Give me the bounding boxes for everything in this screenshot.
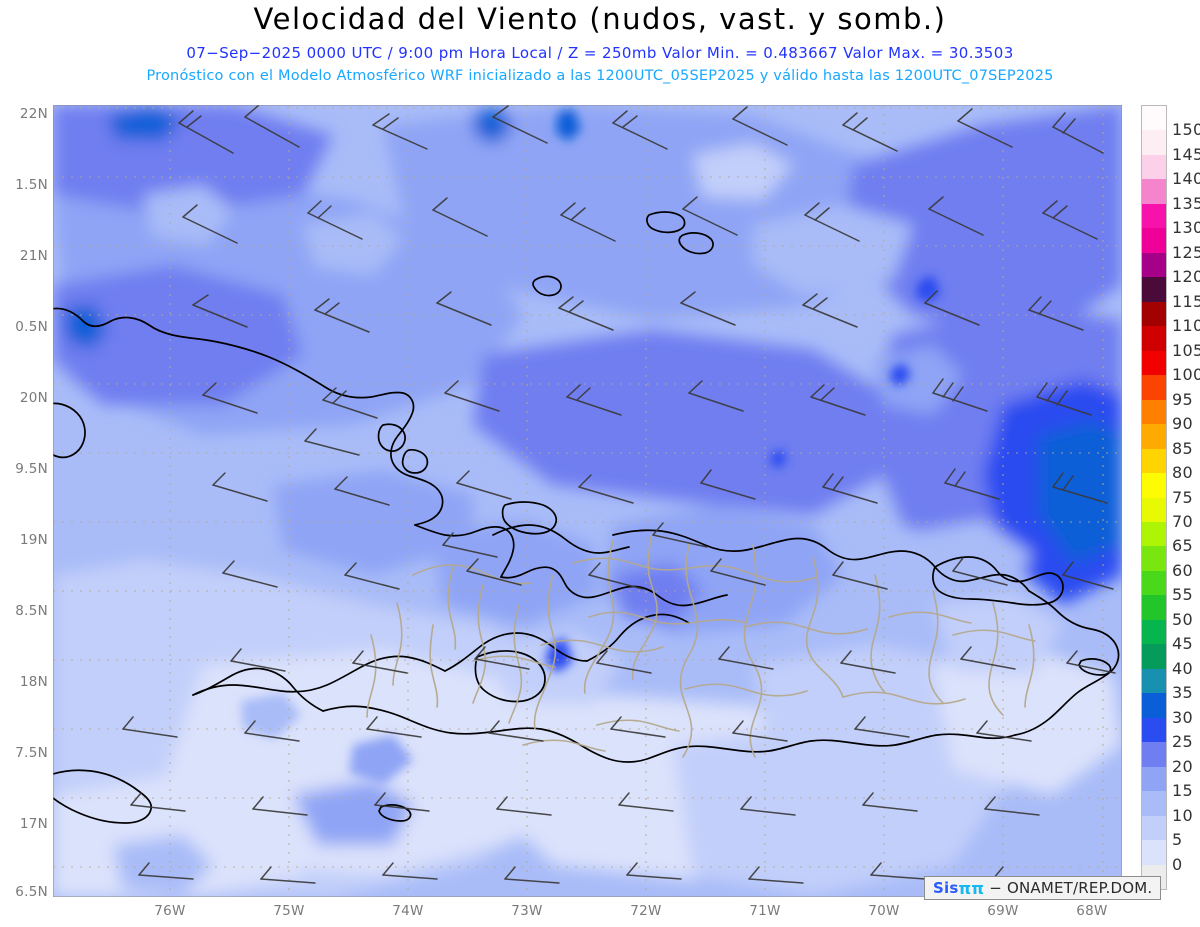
colorbar-swatch bbox=[1142, 203, 1166, 229]
chart-subtitle-time: 07−Sep−2025 0000 UTC / 9:00 pm Hora Loca… bbox=[186, 44, 1014, 62]
colorbar-tick-label: 10 bbox=[1172, 805, 1193, 825]
xtick-label: 71W bbox=[749, 903, 781, 919]
ytick-label: 19N bbox=[19, 532, 48, 548]
colorbar-swatch bbox=[1142, 228, 1166, 253]
colorbar-tick-label: 15 bbox=[1172, 781, 1193, 801]
colorbar-tick-label: 35 bbox=[1172, 683, 1193, 703]
colorbar-tick-label: 100 bbox=[1172, 365, 1200, 385]
xtick-label: 76W bbox=[154, 903, 186, 919]
colorbar-tick-label: 125 bbox=[1172, 242, 1200, 262]
colorbar-tick-label: 80 bbox=[1172, 463, 1193, 483]
xtick-label: 70W bbox=[868, 903, 900, 919]
colorbar-swatch bbox=[1142, 840, 1166, 865]
colorbar-swatch bbox=[1142, 424, 1166, 449]
colorbar-tick-label: 105 bbox=[1172, 340, 1200, 360]
colorbar-swatch bbox=[1142, 791, 1166, 816]
ytick-label: 17N bbox=[19, 816, 48, 832]
colorbar-swatch bbox=[1142, 399, 1166, 425]
colorbar-swatch bbox=[1142, 595, 1166, 620]
colorbar-swatch bbox=[1142, 277, 1166, 302]
colorbar-tick-label: 145 bbox=[1172, 144, 1200, 164]
ytick-label: 18N bbox=[19, 674, 48, 690]
colorbar-swatch bbox=[1142, 766, 1166, 792]
wind-barbs bbox=[122, 105, 1116, 884]
colorbar-tick-label: 120 bbox=[1172, 267, 1200, 287]
ytick-label: 22N bbox=[19, 106, 48, 122]
colorbar-swatch bbox=[1142, 619, 1166, 645]
chart-subtitle-model: Pronóstico con el Modelo Atmosférico WRF… bbox=[146, 68, 1054, 84]
colorbar-tick-label: 45 bbox=[1172, 634, 1193, 654]
colorbar-tick-label: 110 bbox=[1172, 316, 1200, 336]
colorbar-swatch bbox=[1142, 350, 1166, 376]
xtick-label: 75W bbox=[273, 903, 305, 919]
ytick-label: 0.5N bbox=[15, 319, 48, 335]
colorbar-tick-label: 115 bbox=[1172, 291, 1200, 311]
colorbar-tick-label: 130 bbox=[1172, 218, 1200, 238]
colorbar-swatch bbox=[1142, 668, 1166, 694]
colorbar-tick-label: 55 bbox=[1172, 585, 1193, 605]
colorbar-tick-label: 135 bbox=[1172, 193, 1200, 213]
colorbar-swatch bbox=[1142, 644, 1166, 669]
colorbar-swatch bbox=[1142, 106, 1166, 131]
colorbar-swatch bbox=[1142, 375, 1166, 400]
colorbar-tick-label: 5 bbox=[1172, 830, 1183, 850]
xtick-label: 73W bbox=[511, 903, 543, 919]
colorbar-tick-label: 50 bbox=[1172, 609, 1193, 629]
wind-speed-map bbox=[53, 105, 1122, 897]
xtick-label: 69W bbox=[987, 903, 1019, 919]
colorbar-swatch bbox=[1142, 252, 1166, 278]
ytick-label: 6.5N bbox=[15, 884, 48, 900]
sis-logo-text: Sis bbox=[933, 879, 959, 897]
colorbar-tick-label: 60 bbox=[1172, 560, 1193, 580]
xtick-label: 72W bbox=[630, 903, 662, 919]
colorbar-swatch bbox=[1142, 473, 1166, 498]
colorbar-swatch bbox=[1142, 326, 1166, 351]
colorbar-swatch bbox=[1142, 521, 1166, 547]
colorbar-swatch bbox=[1142, 301, 1166, 327]
colorbar-swatch bbox=[1142, 742, 1166, 767]
colorbar-swatch bbox=[1142, 693, 1166, 718]
colorbar-tick-label: 75 bbox=[1172, 487, 1193, 507]
ytick-label: 21N bbox=[19, 248, 48, 264]
ytick-label: 9.5N bbox=[15, 461, 48, 477]
colorbar-tick-label: 0 bbox=[1172, 854, 1183, 874]
attribution-logo: Sis ππ − ONAMET/REP.DOM. bbox=[924, 876, 1162, 900]
page-title: Velocidad del Viento (nudos, vast. y som… bbox=[253, 2, 947, 36]
xtick-label: 68W bbox=[1076, 903, 1108, 919]
xtick-label: 74W bbox=[392, 903, 424, 919]
colorbar-tick-label: 85 bbox=[1172, 438, 1193, 458]
colorbar-swatch bbox=[1142, 546, 1166, 571]
ytick-label: 1.5N bbox=[15, 177, 48, 193]
ytick-label: 20N bbox=[19, 390, 48, 406]
colorbar-swatch bbox=[1142, 717, 1166, 743]
colorbar-tick-label: 140 bbox=[1172, 169, 1200, 189]
colorbar-swatch bbox=[1142, 179, 1166, 204]
colorbar-tick-label: 95 bbox=[1172, 389, 1193, 409]
colorbar-tick-label: 150 bbox=[1172, 120, 1200, 140]
colorbar-swatch bbox=[1142, 497, 1166, 522]
colorbar-swatch bbox=[1142, 130, 1166, 155]
colorbar-swatch bbox=[1142, 448, 1166, 474]
ytick-label: 8.5N bbox=[15, 603, 48, 619]
colorbar-tick-label: 70 bbox=[1172, 511, 1193, 531]
colorbar-tick-label: 20 bbox=[1172, 756, 1193, 776]
colorbar-tick-label: 40 bbox=[1172, 658, 1193, 678]
colorbar-tick-label: 65 bbox=[1172, 536, 1193, 556]
colorbar-swatch bbox=[1142, 570, 1166, 596]
colorbar bbox=[1141, 105, 1167, 890]
organization-label: − ONAMET/REP.DOM. bbox=[989, 879, 1153, 897]
colorbar-swatch bbox=[1142, 815, 1166, 841]
colorbar-swatch bbox=[1142, 154, 1166, 180]
pi-logo-glyph: ππ bbox=[958, 878, 985, 898]
ytick-label: 7.5N bbox=[15, 745, 48, 761]
colorbar-tick-label: 90 bbox=[1172, 414, 1193, 434]
colorbar-tick-label: 30 bbox=[1172, 707, 1193, 727]
colorbar-tick-label: 25 bbox=[1172, 732, 1193, 752]
